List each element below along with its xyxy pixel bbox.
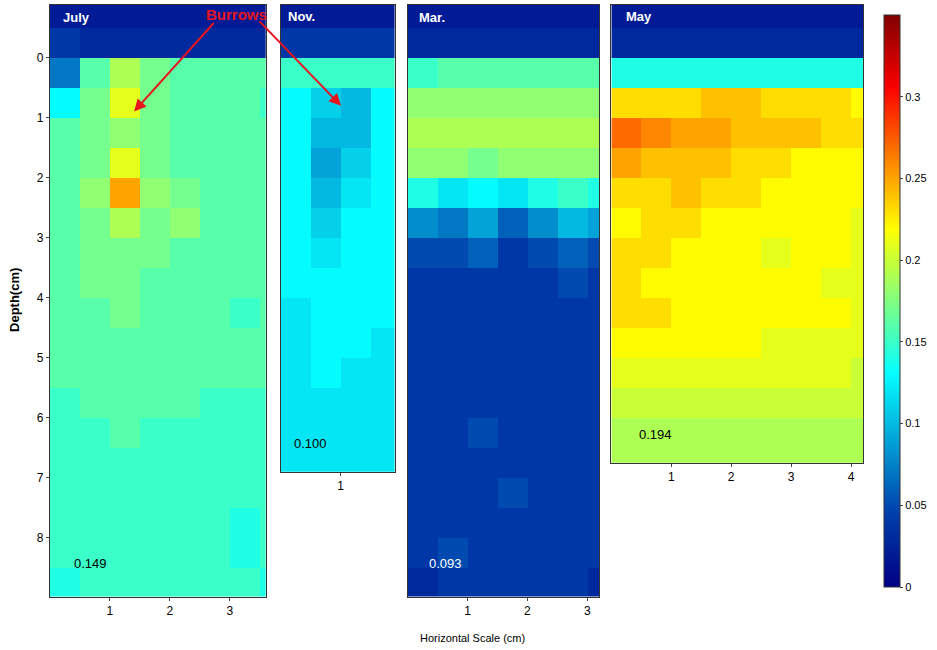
svg-text:2: 2 [166, 604, 173, 618]
svg-text:3: 3 [226, 604, 233, 618]
svg-text:0.3: 0.3 [905, 91, 920, 103]
svg-text:1: 1 [337, 479, 344, 493]
svg-text:2: 2 [37, 171, 44, 185]
svg-text:0.194: 0.194 [639, 427, 672, 442]
svg-text:3: 3 [584, 604, 591, 618]
svg-text:Mar.: Mar. [419, 10, 445, 25]
svg-text:Horizontal Scale (cm): Horizontal Scale (cm) [420, 632, 525, 644]
svg-text:3: 3 [37, 231, 44, 245]
svg-text:6: 6 [37, 411, 44, 425]
svg-text:7: 7 [37, 471, 44, 485]
svg-text:0.2: 0.2 [905, 254, 920, 266]
svg-text:0.25: 0.25 [905, 172, 926, 184]
svg-text:0.05: 0.05 [905, 499, 926, 511]
svg-text:Depth(cm): Depth(cm) [7, 268, 22, 332]
svg-text:0.1: 0.1 [905, 417, 920, 429]
svg-text:3: 3 [788, 470, 795, 484]
svg-text:July: July [63, 10, 90, 25]
svg-text:2: 2 [728, 470, 735, 484]
svg-text:0.15: 0.15 [905, 336, 926, 348]
svg-text:1: 1 [37, 111, 44, 125]
svg-text:1: 1 [668, 470, 675, 484]
svg-text:0.100: 0.100 [294, 436, 327, 451]
svg-text:0.093: 0.093 [429, 556, 462, 571]
svg-text:1: 1 [464, 604, 471, 618]
svg-text:8: 8 [37, 531, 44, 545]
svg-text:1: 1 [107, 604, 114, 618]
svg-text:May: May [626, 9, 652, 24]
svg-text:4: 4 [37, 291, 44, 305]
svg-text:Burrows: Burrows [206, 6, 267, 23]
svg-text:2: 2 [524, 604, 531, 618]
svg-text:0: 0 [37, 51, 44, 65]
svg-text:Nov.: Nov. [288, 9, 315, 24]
svg-text:5: 5 [37, 351, 44, 365]
svg-text:4: 4 [848, 470, 855, 484]
svg-text:0.149: 0.149 [74, 556, 107, 571]
svg-text:0: 0 [905, 581, 911, 593]
